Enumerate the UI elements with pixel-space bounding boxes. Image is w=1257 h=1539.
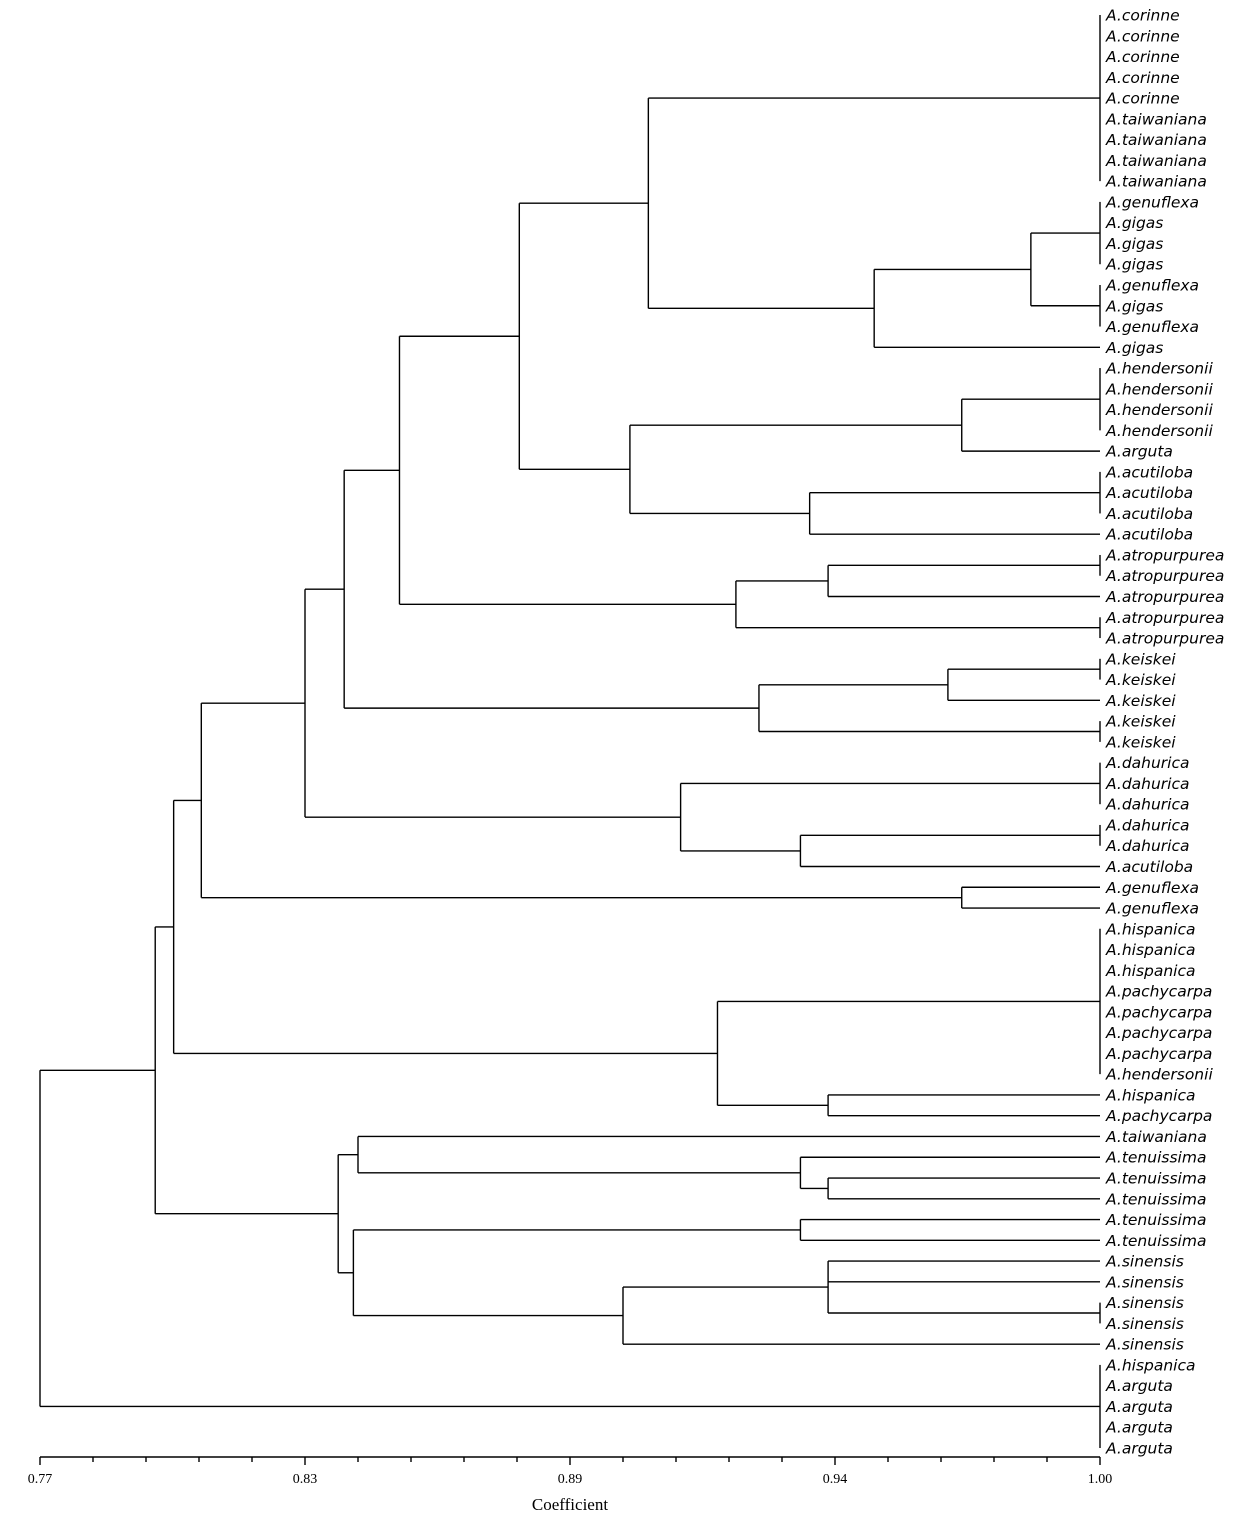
leaf-label: A.acutiloba (1105, 505, 1193, 523)
leaf-label: A.sinensis (1105, 1315, 1184, 1333)
leaf-label: A.gigas (1105, 339, 1163, 357)
leaf-label: A.corinne (1105, 7, 1180, 25)
leaf-label: A.sinensis (1105, 1294, 1184, 1312)
leaf-label: A.tenuissima (1105, 1190, 1206, 1208)
leaf-label: A.arguta (1105, 1440, 1173, 1458)
leaf-label: A.pachycarpa (1105, 1045, 1212, 1063)
leaf-label: A.dahurica (1105, 816, 1190, 834)
leaf-label: A.gigas (1105, 297, 1163, 315)
leaf-label: A.acutiloba (1105, 526, 1193, 544)
leaf-label: A.acutiloba (1105, 463, 1193, 481)
leaf-label: A.atropurpurea (1105, 630, 1224, 648)
leaf-label: A.atropurpurea (1105, 567, 1224, 585)
leaf-label: A.keiskei (1105, 692, 1176, 710)
leaf-label: A.dahurica (1105, 775, 1190, 793)
leaf-label: A.genuflexa (1105, 900, 1199, 918)
leaf-label: A.sinensis (1105, 1336, 1184, 1354)
leaf-label: A.taiwaniana (1105, 1128, 1207, 1146)
leaf-label: A.taiwaniana (1105, 173, 1207, 191)
leaf-label: A.genuflexa (1105, 879, 1199, 897)
leaf-label: A.pachycarpa (1105, 1024, 1212, 1042)
leaf-label: A.dahurica (1105, 837, 1190, 855)
leaf-label: A.hendersonii (1105, 1066, 1213, 1084)
leaf-label: A.hispanica (1105, 1356, 1196, 1374)
leaf-label: A.atropurpurea (1105, 546, 1224, 564)
leaf-label: A.tenuissima (1105, 1232, 1206, 1250)
leaf-label: A.tenuissima (1105, 1170, 1206, 1188)
leaf-label: A.tenuissima (1105, 1149, 1206, 1167)
leaf-label: A.arguta (1105, 1398, 1173, 1416)
leaf-label: A.taiwaniana (1105, 131, 1207, 149)
leaf-label: A.arguta (1105, 1377, 1173, 1395)
leaf-label: A.pachycarpa (1105, 1107, 1212, 1125)
leaf-label: A.keiskei (1105, 671, 1176, 689)
leaf-label: A.pachycarpa (1105, 983, 1212, 1001)
leaf-label: A.atropurpurea (1105, 588, 1224, 606)
leaf-label: A.tenuissima (1105, 1211, 1206, 1229)
leaf-label: A.hispanica (1105, 920, 1196, 938)
leaf-label: A.dahurica (1105, 754, 1190, 772)
leaf-label: A.arguta (1105, 1419, 1173, 1437)
tick-label: 0.89 (558, 1472, 583, 1487)
leaf-label: A.corinne (1105, 69, 1180, 87)
leaf-label: A.atropurpurea (1105, 609, 1224, 627)
tick-label: 0.94 (823, 1472, 848, 1487)
leaf-label: A.taiwaniana (1105, 110, 1207, 128)
tick-label: 0.77 (28, 1472, 53, 1487)
axis-ticks: 0.77 0.83 0.89 0.94 1.00 (28, 1457, 1113, 1487)
axis-title: Coefficient (532, 1495, 608, 1514)
leaf-label: A.corinne (1105, 27, 1180, 45)
leaf-label: A.acutiloba (1105, 484, 1193, 502)
leaf-label: A.taiwaniana (1105, 152, 1207, 170)
leaf-label: A.gigas (1105, 256, 1163, 274)
leaf-label: A.corinne (1105, 90, 1180, 108)
leaf-label: A.corinne (1105, 48, 1180, 66)
leaf-label: A.gigas (1105, 235, 1163, 253)
leaf-label: A.hispanica (1105, 941, 1196, 959)
leaf-label: A.genuflexa (1105, 193, 1199, 211)
leaf-label: A.hendersonii (1105, 360, 1213, 378)
x-axis: 0.77 0.83 0.89 0.94 1.00 Coefficient (28, 1456, 1113, 1514)
leaf-label: A.hendersonii (1105, 401, 1213, 419)
leaf-label: A.acutiloba (1105, 858, 1193, 876)
leaf-labels: A.corinne A.corinne A.corinne A.corinne A.co… (1105, 7, 1224, 1458)
leaf-label: A.sinensis (1105, 1253, 1184, 1271)
leaf-label: A.hendersonii (1105, 422, 1213, 440)
leaf-label: A.gigas (1105, 214, 1163, 232)
leaf-label: A.keiskei (1105, 733, 1176, 751)
leaf-label: A.arguta (1105, 443, 1173, 461)
leaf-label: A.sinensis (1105, 1273, 1184, 1291)
leaf-label: A.hispanica (1105, 962, 1196, 980)
dendrogram-branches (39, 15, 1101, 1448)
leaf-label: A.pachycarpa (1105, 1003, 1212, 1021)
leaf-label: A.hendersonii (1105, 380, 1213, 398)
leaf-label: A.hispanica (1105, 1086, 1196, 1104)
tick-label: 1.00 (1088, 1472, 1113, 1487)
leaf-label: A.dahurica (1105, 796, 1190, 814)
leaf-label: A.genuflexa (1105, 318, 1199, 336)
leaf-label: A.genuflexa (1105, 276, 1199, 294)
tick-label: 0.83 (293, 1472, 318, 1487)
leaf-label: A.keiskei (1105, 650, 1176, 668)
leaf-label: A.keiskei (1105, 713, 1176, 731)
